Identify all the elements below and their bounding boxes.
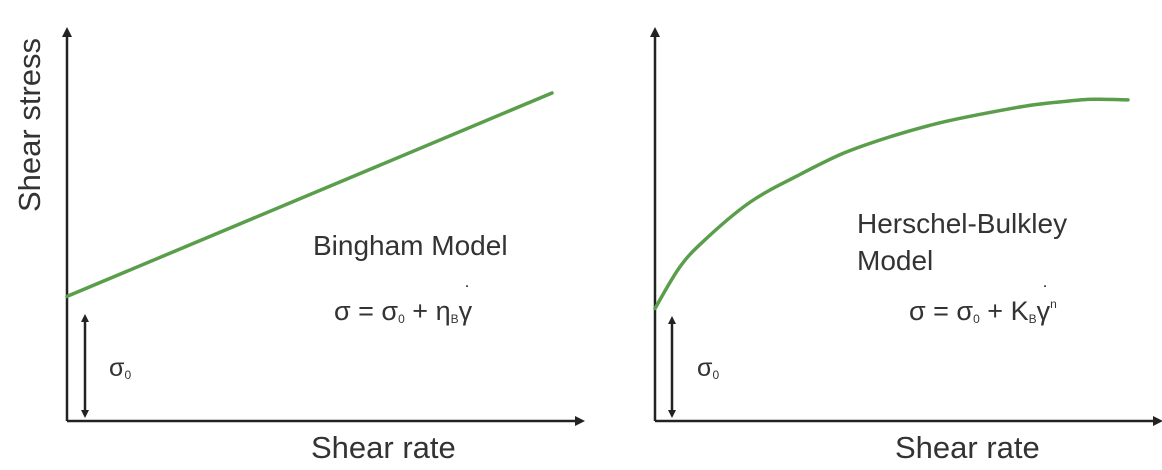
- bingham-equation: σ = σ0 + ηBγ: [334, 283, 472, 327]
- hb-model-label-line1: Herschel-Bulkley: [857, 208, 1068, 239]
- hb-yield-label: σ0: [697, 354, 720, 382]
- bingham-x-axis-label: Shear rate: [311, 430, 456, 465]
- hb-equation: σ = σ0 + KBγn: [909, 283, 1057, 327]
- y-axis-label: Shear stress: [12, 37, 47, 212]
- bingham-model-label: Bingham Model: [313, 230, 508, 261]
- bingham-curve: [65, 91, 554, 299]
- bingham-yield-label: σ0: [109, 354, 132, 382]
- hb-model-label-line2: Model: [857, 245, 934, 276]
- hb-x-axis-label: Shear rate: [895, 430, 1040, 465]
- herschel-bulkley-curve: [653, 97, 1130, 311]
